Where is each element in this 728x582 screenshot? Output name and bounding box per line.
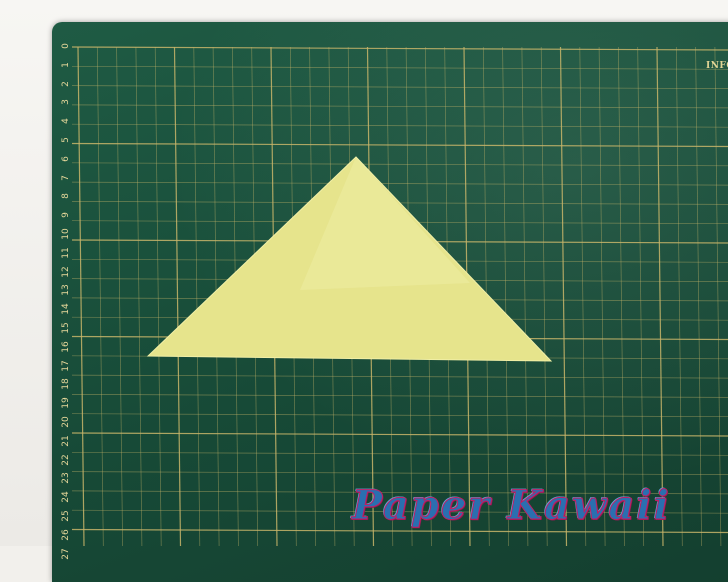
grid-line-horizontal xyxy=(71,528,728,534)
grid-line-vertical xyxy=(96,46,104,546)
grid-line-horizontal xyxy=(71,490,728,495)
grid-line-vertical xyxy=(116,46,123,546)
watermark-logo: Paper Kawaii xyxy=(352,482,671,530)
ruler-number: 27 xyxy=(61,547,71,560)
grid-line-horizontal xyxy=(71,85,728,89)
paper-triangle-shade xyxy=(300,157,470,290)
grid-line-vertical xyxy=(618,46,625,546)
grid-line-horizontal xyxy=(71,394,728,398)
grid-line-vertical xyxy=(540,46,548,546)
grid-line-vertical xyxy=(656,46,664,546)
grid-line-vertical xyxy=(77,46,85,546)
grid-line-vertical xyxy=(502,46,509,546)
grid-line-horizontal xyxy=(71,104,728,109)
grid-line-horizontal xyxy=(71,432,728,437)
paper-triangle xyxy=(146,156,553,362)
grid-line-vertical xyxy=(559,46,568,546)
grid-line-vertical xyxy=(598,46,606,546)
grid-line-horizontal xyxy=(71,413,728,418)
grid-line-vertical xyxy=(675,46,683,546)
grid-line-horizontal xyxy=(71,471,728,475)
grid-line-vertical xyxy=(193,46,201,546)
grid-line-horizontal xyxy=(71,65,728,70)
grid-line-vertical xyxy=(173,46,182,546)
grid-line-vertical xyxy=(695,46,702,546)
grid-line-horizontal xyxy=(71,46,728,51)
grid-line-vertical xyxy=(135,46,143,546)
grid-line-horizontal xyxy=(71,509,728,514)
grid-line-vertical xyxy=(637,46,645,546)
grid-line-horizontal xyxy=(71,162,728,167)
grid-line-horizontal xyxy=(71,451,728,456)
grid-line-vertical xyxy=(579,46,587,546)
grid-line-vertical xyxy=(521,46,529,546)
grid-line-horizontal xyxy=(71,181,728,186)
grid-line-horizontal xyxy=(71,374,728,379)
paper-triangle-layer xyxy=(146,156,553,362)
mat-brand-text: INFO xyxy=(706,61,728,71)
grid-line-vertical xyxy=(154,46,162,546)
grid-line-horizontal xyxy=(71,142,728,148)
grid-line-horizontal xyxy=(71,123,728,128)
grid-line-vertical xyxy=(714,46,722,546)
